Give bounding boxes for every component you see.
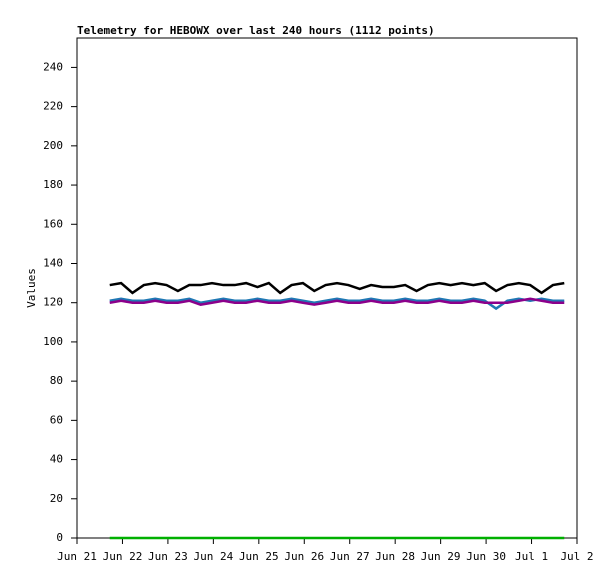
y-tick-label: 100 xyxy=(43,335,63,348)
x-tick-label: Jul 2 xyxy=(560,550,593,563)
x-tick-label: Jun 24 xyxy=(193,550,233,563)
series-line xyxy=(109,297,565,306)
y-tick-label: 0 xyxy=(56,531,63,544)
y-axis-label: Values xyxy=(25,268,38,308)
y-tick-label: 120 xyxy=(43,296,63,309)
x-tick-label: Jun 21 xyxy=(57,550,97,563)
y-tick-label: 240 xyxy=(43,60,63,73)
y-tick-label: 40 xyxy=(50,453,63,466)
x-tick-label: Jun 25 xyxy=(239,550,279,563)
chart-title: Telemetry for HEBOWX over last 240 hours… xyxy=(77,24,435,37)
x-tick-label: Jun 28 xyxy=(375,550,415,563)
y-tick-label: 180 xyxy=(43,178,63,191)
x-tick-label: Jun 27 xyxy=(330,550,370,563)
y-tick-label: 80 xyxy=(50,374,63,387)
x-tick-label: Jun 22 xyxy=(103,550,143,563)
x-tick-label: Jun 30 xyxy=(466,550,506,563)
x-tick-label: Jun 23 xyxy=(148,550,188,563)
y-tick-label: 60 xyxy=(50,413,63,426)
x-tick-label: Jul 1 xyxy=(515,550,548,563)
series-line xyxy=(109,281,565,295)
x-tick-label: Jun 26 xyxy=(284,550,324,563)
y-tick-label: 160 xyxy=(43,217,63,230)
y-tick-label: 220 xyxy=(43,100,63,113)
x-tick-label: Jun 29 xyxy=(421,550,461,563)
y-tick-label: 200 xyxy=(43,139,63,152)
y-tick-label: 140 xyxy=(43,256,63,269)
y-tick-label: 20 xyxy=(50,492,63,505)
